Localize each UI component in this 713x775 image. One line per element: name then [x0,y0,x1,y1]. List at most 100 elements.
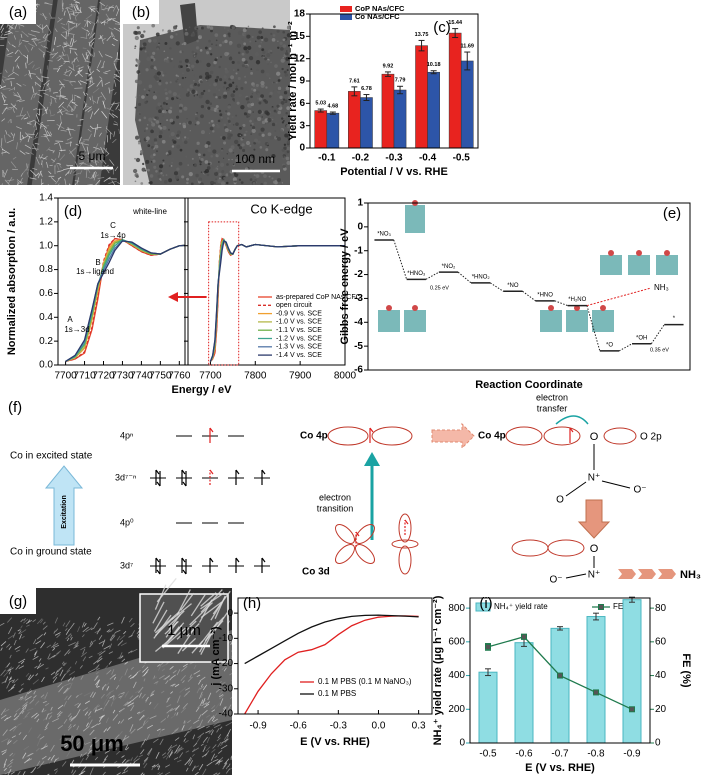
nanowire [76,725,80,731]
nanowire [6,761,13,767]
grain [171,145,175,148]
grain [134,79,139,84]
grain [211,43,213,45]
nanowire [210,753,216,761]
y-tick-label: 0 [227,608,233,619]
nanowire [207,692,212,700]
grain [184,136,187,139]
nanosheet [96,96,100,104]
y-axis-label: j (mA cm⁻²) [210,626,222,687]
grain [152,159,156,163]
grain [244,75,247,78]
grain [277,110,282,115]
grain [160,172,163,175]
nanowire [33,639,37,645]
adsorbate [664,250,670,256]
grain [250,124,252,127]
grain [206,140,211,146]
grain [163,110,167,114]
nanowire [176,712,179,716]
grain [168,150,172,154]
grain [140,182,144,185]
grain [249,144,252,147]
nanosheet [112,138,117,144]
nanosheet [37,101,45,108]
zoom-box [208,221,240,366]
step-label: *NO [507,283,519,289]
grain [261,48,265,52]
nanowire [24,696,32,701]
nanosheet [56,169,64,173]
grain [261,116,263,118]
grain [175,115,180,119]
nanowire [14,717,18,721]
nanosheet [33,93,37,95]
grain [265,72,270,77]
grain [172,29,175,32]
grain [256,116,262,122]
nanowire [21,704,27,710]
grain [235,72,238,75]
nanowire [65,633,72,640]
legend-label: -1.0 V vs. SCE [276,319,322,326]
spin-head [569,427,574,433]
nanosheet [89,7,95,13]
nanowire [0,714,7,719]
nanosheet [43,135,48,138]
grain [256,97,260,100]
grain [157,174,161,178]
nanowire [198,680,201,685]
nanosheet [10,103,18,110]
nanowire [63,744,69,748]
nanosheet [24,144,32,149]
nanosheet [0,92,7,99]
y-tick-label: -40 [219,709,234,720]
spin-head [404,519,409,525]
nanowire [180,707,187,713]
bar [381,73,395,149]
grain [165,59,170,64]
nanosheet [27,136,31,143]
nanowire [64,669,71,675]
nanosheet [5,130,8,135]
nanowire [169,751,174,757]
nanowire [9,679,14,683]
nanowire [130,757,133,762]
grain [223,34,227,38]
grain [259,146,263,149]
nanowire [198,735,202,740]
grain [286,25,290,30]
nanosheet [113,123,119,126]
nanosheet [97,95,103,99]
grain [144,50,147,53]
nanowire [63,718,68,724]
grain [228,77,231,81]
nanowire [64,740,71,745]
nanowire [179,752,184,758]
grain [142,46,146,50]
nanowire [81,752,87,757]
nanowire [90,627,95,631]
nanowire [6,681,11,689]
nanowire [20,683,25,686]
nanowire [187,729,192,734]
nanowire [174,705,180,711]
nanowire [33,695,37,699]
grain [275,135,278,138]
nanowire [171,683,176,687]
nanowire [136,726,143,731]
nanowire [47,653,51,660]
nanowire [221,666,226,671]
nanowire [153,763,160,768]
grain [185,28,188,31]
grain [240,104,245,110]
nanosheet [67,32,75,35]
inset-scale-bar-label: 1 μm [167,622,201,639]
nanosheet [102,100,106,109]
grain [165,102,168,106]
grain [147,168,150,172]
step-label: *H₂NO [568,297,586,303]
nanowire [128,674,132,678]
nanowire [66,637,70,642]
grain [164,91,168,95]
